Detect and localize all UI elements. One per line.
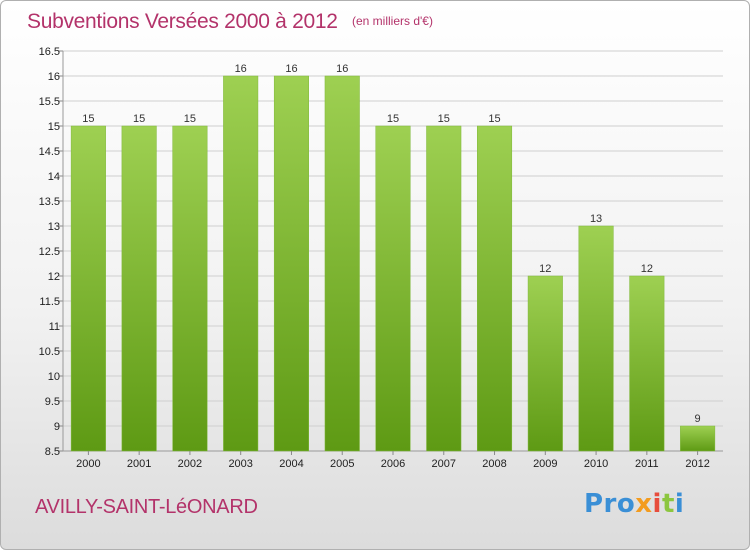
x-tick-label: 2006 [381, 458, 405, 470]
y-tick-label: 11.5 [39, 296, 60, 308]
bar [578, 225, 614, 452]
y-tick-label: 9.5 [45, 396, 60, 408]
x-tick-label: 2001 [127, 458, 151, 470]
chart-title: Subventions Versées 2000 à 2012 [27, 10, 338, 33]
x-tick-label: 2002 [178, 458, 202, 470]
y-tick-label: 15.5 [39, 96, 60, 108]
y-tick-label: 10.5 [39, 346, 60, 358]
y-tick-label: 11 [49, 321, 60, 333]
bar [680, 425, 716, 452]
data-label: 13 [590, 213, 602, 225]
data-label: 15 [387, 113, 399, 125]
data-label: 12 [539, 263, 551, 275]
y-tick-label: 16.5 [39, 46, 60, 58]
y-tick-label: 12 [48, 271, 60, 283]
y-tick-label: 13.5 [39, 196, 60, 208]
data-label: 9 [695, 413, 701, 425]
bar [172, 125, 208, 452]
y-tick-label: 14.5 [39, 146, 60, 158]
y-tick-label: 8.5 [45, 446, 60, 458]
bar [629, 275, 665, 452]
data-label: 15 [488, 113, 500, 125]
bar [70, 125, 106, 452]
commune-name: AVILLY-SAINT-LéONARD [35, 496, 258, 518]
y-tick-label: 16 [48, 71, 60, 83]
x-tick-label: 2003 [228, 458, 252, 470]
logo-part: i [652, 489, 662, 519]
x-tick-label: 2000 [76, 458, 100, 470]
bar [121, 125, 157, 452]
data-label: 16 [235, 63, 247, 75]
bar [477, 125, 513, 452]
x-tick-label: 2011 [635, 458, 659, 470]
y-tick-label: 12.5 [39, 246, 60, 258]
x-tick-label: 2007 [432, 458, 456, 470]
y-tick-label: 10 [48, 371, 60, 383]
y-tick-label: 14 [48, 171, 60, 183]
data-label: 16 [336, 63, 348, 75]
x-tick-label: 2010 [584, 458, 608, 470]
y-tick-label: 15 [48, 121, 60, 133]
data-label: 15 [438, 113, 450, 125]
y-tick-label: 9 [54, 421, 60, 433]
x-tick-label: 2012 [685, 458, 709, 470]
data-label: 15 [184, 113, 196, 125]
bar [273, 75, 309, 452]
chart-subtitle: (en milliers d'€) [352, 14, 433, 28]
data-label: 16 [285, 63, 297, 75]
logo-part: x [635, 489, 653, 519]
data-label: 12 [641, 263, 653, 275]
logo-part: t [661, 489, 675, 519]
x-tick-label: 2008 [482, 458, 506, 470]
logo-part: i [674, 489, 685, 519]
bar [527, 275, 563, 452]
proxiti-logo: Proxiti [584, 489, 684, 519]
logo-part: Pro [584, 489, 636, 519]
data-label: 15 [133, 113, 145, 125]
bar [324, 75, 360, 452]
x-tick-label: 2004 [279, 458, 303, 470]
x-tick-label: 2005 [330, 458, 354, 470]
x-tick-label: 2009 [533, 458, 557, 470]
data-label: 15 [82, 113, 94, 125]
bar [223, 75, 259, 452]
y-tick-label: 13 [48, 221, 60, 233]
bar [375, 125, 411, 452]
bar [426, 125, 462, 452]
